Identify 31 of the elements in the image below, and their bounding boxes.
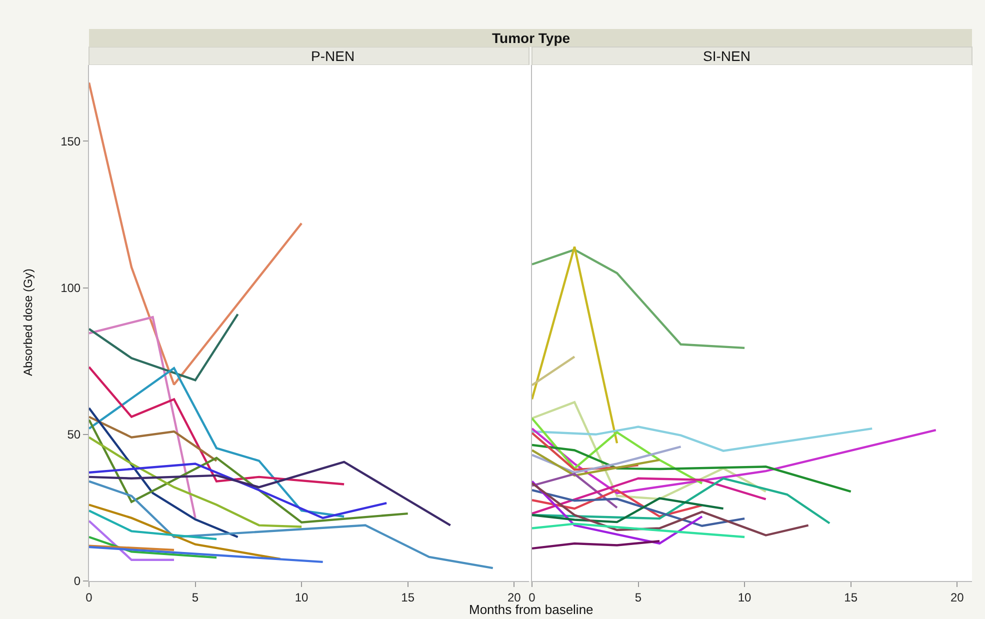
line-series: [89, 504, 282, 560]
line-series: [89, 418, 409, 524]
x-tick-label: 10: [294, 590, 309, 604]
y-tick-label: 0: [74, 574, 81, 588]
line-series: [89, 416, 218, 462]
line-series: [89, 406, 239, 538]
line-series: [89, 366, 346, 486]
x-tick-label: 10: [738, 590, 752, 604]
y-tick-label: 50: [67, 428, 81, 442]
line-series: [89, 462, 388, 520]
y-tick-label: 100: [60, 281, 81, 296]
x-tick-label: 5: [192, 590, 199, 604]
line-series: [89, 81, 303, 386]
chart-title: P-NEN: [311, 48, 355, 64]
x-tick-label: 0: [86, 590, 93, 604]
x-tick-label: 20: [507, 590, 522, 604]
line-series: [89, 367, 346, 518]
text: Tumor Type: [492, 30, 570, 46]
x-tick-label: 20: [950, 590, 964, 604]
y-axis-title: Absorbed dose (Gy): [21, 268, 35, 376]
x-tick-label: 15: [844, 590, 858, 604]
x-tick-label: 0: [528, 590, 536, 604]
line-series: [89, 460, 452, 526]
x-tick-label: 15: [401, 590, 415, 604]
line-series: [89, 480, 494, 570]
y-tick-label: 150: [60, 134, 81, 148]
line-series: [89, 436, 303, 528]
x-axis-title: Months from baseline: [469, 602, 594, 617]
line-series: [89, 313, 239, 382]
x-tick-label: 5: [634, 590, 642, 604]
chart-title: SI-NEN: [703, 48, 750, 64]
